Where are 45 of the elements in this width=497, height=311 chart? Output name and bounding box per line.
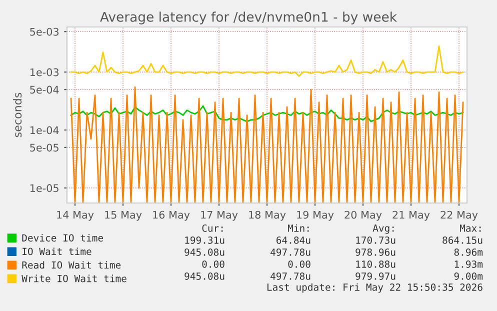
text: 864.15u	[442, 236, 482, 244]
x-tick-label: 19 May	[297, 210, 334, 221]
chart-title: Average latency for /dev/nvme0n1 - by week	[100, 12, 397, 24]
text: 979.97u	[356, 272, 396, 280]
text: Max:	[460, 224, 481, 232]
legend-label: IO Wait time	[22, 248, 92, 256]
text: 110.88u	[356, 260, 396, 268]
x-tick-label: 18 May	[249, 210, 286, 221]
y-tick-label: 5e-05	[30, 144, 58, 152]
x-tick-label: 14 May	[57, 210, 94, 221]
text: 170.73u	[356, 236, 396, 244]
x-tick-label: 22 May	[440, 210, 478, 221]
text: 945.08u	[184, 272, 224, 280]
y-tick-label: 1e-04	[30, 126, 59, 134]
y-axis-title: seconds	[13, 92, 22, 138]
text: 0.00	[202, 260, 224, 268]
text: Last update: Fri May 22 15:50:35 2026	[267, 283, 482, 293]
text: 497.78u	[270, 248, 310, 256]
x-tick-label: 20 May	[344, 210, 382, 221]
text: Cur:	[202, 224, 223, 232]
text: Min:	[288, 224, 309, 232]
y-tick-label: 1e-03	[30, 68, 59, 76]
x-tick-label: 17 May	[201, 210, 238, 221]
text: 8.96m	[454, 248, 483, 256]
text: 978.96u	[356, 248, 396, 256]
x-tick-label: 21 May	[392, 210, 430, 221]
line-series	[70, 105, 464, 122]
text: 64.84u	[276, 236, 310, 244]
x-tick-label: 15 May	[105, 210, 142, 221]
y-tick-label: 1e-05	[30, 184, 58, 192]
y-tick-label: 5e-03	[30, 28, 59, 36]
y-tick-label: 5e-04	[30, 86, 59, 94]
legend-label: Device IO time	[22, 234, 103, 242]
text: 199.31u	[185, 236, 224, 244]
legend-label: Write IO Wait time	[22, 274, 126, 282]
text: 9.00m	[454, 272, 483, 280]
legend-label: Read IO Wait time	[22, 261, 121, 269]
text: Avg:	[372, 224, 394, 234]
line-series	[70, 86, 464, 203]
line-series	[70, 45, 464, 77]
text: 1.93m	[454, 260, 483, 268]
text: 0.00	[288, 260, 310, 268]
x-tick-label: 16 May	[153, 210, 190, 221]
text: 497.78u	[270, 272, 310, 280]
text: 945.08u	[184, 248, 224, 256]
